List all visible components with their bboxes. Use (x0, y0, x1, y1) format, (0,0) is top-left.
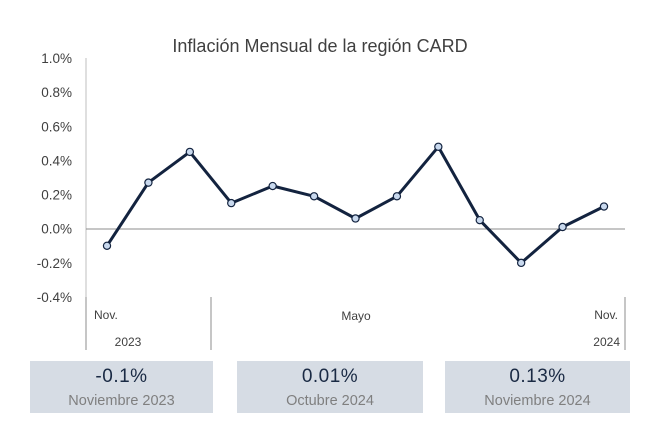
data-point (392, 192, 402, 201)
y-tick-label: 0.2% (41, 188, 72, 203)
summary-card-nov-2023: -0.1% Noviembre 2023 (30, 361, 213, 413)
x-label-end-month: Nov. (594, 308, 618, 322)
y-tick-label: 0.4% (41, 153, 72, 168)
data-point (102, 241, 112, 250)
card-value: 0.01% (301, 366, 359, 387)
x-label-start-year: 2023 (115, 335, 142, 349)
data-point (558, 222, 567, 232)
data-point (185, 147, 195, 157)
x-label-start-month: Nov. (94, 308, 118, 322)
data-point (309, 192, 319, 201)
y-tick-label: 0.0% (41, 222, 72, 237)
data-point (268, 181, 277, 191)
summary-cards: -0.1% Noviembre 2023 0.01% Octubre 2024 … (0, 361, 656, 413)
line-chart: Inflación Mensual de la región CARD 1.0%… (37, 36, 626, 350)
y-tick-label: -0.4% (37, 290, 72, 305)
data-point (434, 142, 443, 151)
x-label-mid-month: Mayo (341, 309, 371, 323)
y-tick-label: 0.6% (41, 119, 72, 134)
series-line (105, 145, 605, 265)
card-label: Noviembre 2023 (68, 393, 175, 409)
card-label: Octubre 2024 (286, 393, 374, 409)
y-tick-label: 0.8% (41, 85, 72, 100)
summary-card-nov-2024: 0.13% Noviembre 2024 (445, 361, 630, 413)
y-tick-label: 1.0% (41, 51, 72, 66)
data-point (475, 215, 484, 225)
summary-card-oct-2024: 0.01% Octubre 2024 (237, 361, 423, 413)
x-label-end-year: 2024 (593, 335, 620, 349)
data-point (144, 178, 153, 187)
card-label: Noviembre 2024 (484, 393, 591, 409)
data-point (227, 198, 236, 208)
card-value: -0.1% (95, 366, 148, 387)
data-point (516, 258, 526, 268)
y-tick-label: -0.2% (37, 256, 72, 271)
card-value: 0.13% (509, 366, 566, 387)
data-point (351, 214, 360, 223)
data-point (599, 202, 609, 211)
chart-title: Inflación Mensual de la región CARD (172, 36, 467, 56)
